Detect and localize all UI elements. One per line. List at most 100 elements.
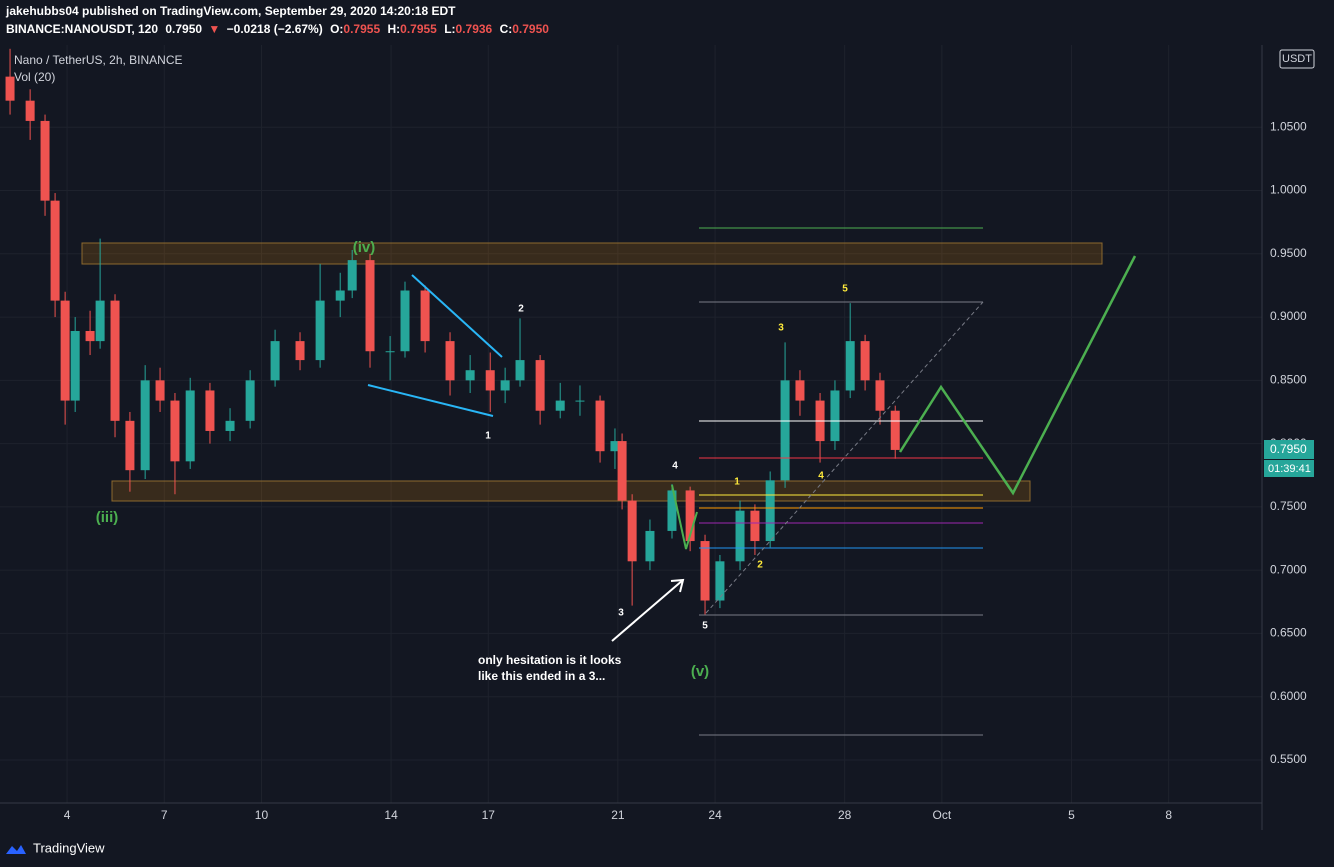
trend-line bbox=[367, 384, 494, 417]
candle-body bbox=[170, 400, 180, 462]
publisher: jakehubbs04 published on TradingView.com… bbox=[5, 4, 456, 18]
projection-path bbox=[898, 255, 1137, 496]
wave-label: 3 bbox=[618, 608, 624, 619]
candle-body bbox=[830, 390, 840, 442]
candle-body bbox=[420, 290, 430, 342]
ohlc-key: L: bbox=[444, 22, 455, 36]
candle-body bbox=[617, 441, 627, 501]
candle-body bbox=[400, 290, 410, 352]
candle-body bbox=[225, 420, 235, 431]
x-tick-label: 24 bbox=[708, 808, 722, 822]
candle-body bbox=[735, 510, 745, 562]
arrow: ▼ bbox=[208, 22, 220, 36]
candle-body bbox=[140, 380, 150, 471]
candle-body bbox=[750, 510, 760, 542]
candle-body bbox=[575, 400, 585, 402]
x-tick-label: 21 bbox=[611, 808, 625, 822]
arrow bbox=[611, 578, 685, 642]
currency-box bbox=[1279, 49, 1315, 69]
ohlc-value: 0.7936 bbox=[456, 22, 493, 36]
wave-label: 2 bbox=[518, 304, 524, 315]
y-tick-label: 1.0500 bbox=[1270, 119, 1307, 133]
header bbox=[0, 0, 1334, 42]
y-tick-label: 0.8500 bbox=[1270, 373, 1307, 387]
candle-body bbox=[245, 380, 255, 421]
candle-body bbox=[645, 530, 655, 562]
wave-label: 2 bbox=[757, 560, 763, 571]
wave-label: 4 bbox=[818, 471, 824, 482]
x-tick-label: Oct bbox=[933, 808, 952, 822]
x-tick-label: 28 bbox=[838, 808, 852, 822]
candle-body bbox=[335, 290, 345, 301]
ohlc-value: 0.7950 bbox=[512, 22, 549, 36]
wave-label: 5 bbox=[702, 621, 708, 632]
candle-body bbox=[125, 420, 135, 471]
resistance-box bbox=[81, 242, 1103, 265]
candle-body bbox=[795, 380, 805, 401]
y-tick-label: 0.9500 bbox=[1270, 246, 1307, 260]
wave-label: 1 bbox=[485, 431, 491, 442]
ohlc-key: O: bbox=[330, 22, 343, 36]
candle-body bbox=[780, 380, 790, 481]
note: like this ended in a 3... bbox=[478, 669, 605, 683]
price-label-box bbox=[1264, 440, 1314, 459]
footer bbox=[0, 831, 1334, 867]
trend-line bbox=[411, 274, 503, 358]
change: −0.0218 (−2.67%) bbox=[227, 22, 323, 36]
candle-body bbox=[875, 380, 885, 411]
candle-body bbox=[685, 490, 695, 542]
candle-body bbox=[270, 341, 280, 381]
price-label: 0.7950 bbox=[1270, 442, 1307, 456]
ohlc-key: C: bbox=[500, 22, 513, 36]
candle-body bbox=[385, 351, 395, 353]
y-tick-label: 1.0000 bbox=[1270, 183, 1307, 197]
ohlc-key: H: bbox=[387, 22, 400, 36]
price-axis bbox=[1262, 45, 1334, 830]
candle-body bbox=[465, 370, 475, 381]
y-tick-label: 0.9000 bbox=[1270, 309, 1307, 323]
ohlc-value: 0.7955 bbox=[343, 22, 380, 36]
wave-sketch bbox=[671, 484, 698, 550]
candle-body bbox=[890, 410, 900, 450]
candle-body bbox=[500, 380, 510, 391]
chart-title: Nano / TetherUS, 2h, BINANCE bbox=[14, 53, 183, 67]
symbol: BINANCE:NANOUSDT, 120 bbox=[6, 22, 158, 36]
annotations: (iii) (iv) (v) 1 2 3 4 5 1 2 3 4 5 only hesitation is… bbox=[96, 239, 848, 683]
countdown-box bbox=[1264, 460, 1314, 477]
y-tick-label: 0.6000 bbox=[1270, 689, 1307, 703]
candle-body bbox=[555, 400, 565, 411]
arrow-shaft bbox=[611, 579, 684, 642]
x-tick-label: 17 bbox=[482, 808, 496, 822]
candle-body bbox=[445, 341, 455, 381]
symbol-line: BINANCE:NANOUSDT, 120 0.7950 ▼ −0.0218 (… bbox=[6, 22, 549, 36]
currency: USDT bbox=[1282, 53, 1312, 65]
candle-body bbox=[5, 76, 15, 101]
wave-label: 4 bbox=[672, 461, 678, 472]
x-tick-label: 7 bbox=[161, 808, 168, 822]
x-tick-label: 10 bbox=[255, 808, 269, 822]
candle-body bbox=[347, 260, 357, 291]
arrow-head bbox=[670, 578, 685, 593]
candle-body bbox=[95, 300, 105, 342]
candle-body bbox=[700, 541, 710, 601]
support-box bbox=[111, 480, 1031, 502]
countdown: 01:39:41 bbox=[1268, 463, 1311, 475]
y-tick-label: 0.5500 bbox=[1270, 752, 1307, 766]
candles bbox=[5, 48, 900, 615]
candle-body bbox=[715, 561, 725, 601]
candle-body bbox=[535, 360, 545, 411]
footer-brand: TradingView bbox=[33, 840, 105, 855]
wave-label: (iv) bbox=[353, 239, 376, 256]
candle-body bbox=[50, 200, 60, 301]
candle-body bbox=[627, 500, 637, 562]
wave-label: 5 bbox=[842, 284, 848, 295]
x-tick-label: 8 bbox=[1165, 808, 1172, 822]
candle-body bbox=[70, 330, 80, 401]
last: 0.7950 bbox=[165, 22, 202, 36]
fib-lines bbox=[699, 227, 983, 736]
candle-body bbox=[155, 380, 165, 401]
candle-body bbox=[315, 300, 325, 361]
candle-body bbox=[485, 370, 495, 391]
